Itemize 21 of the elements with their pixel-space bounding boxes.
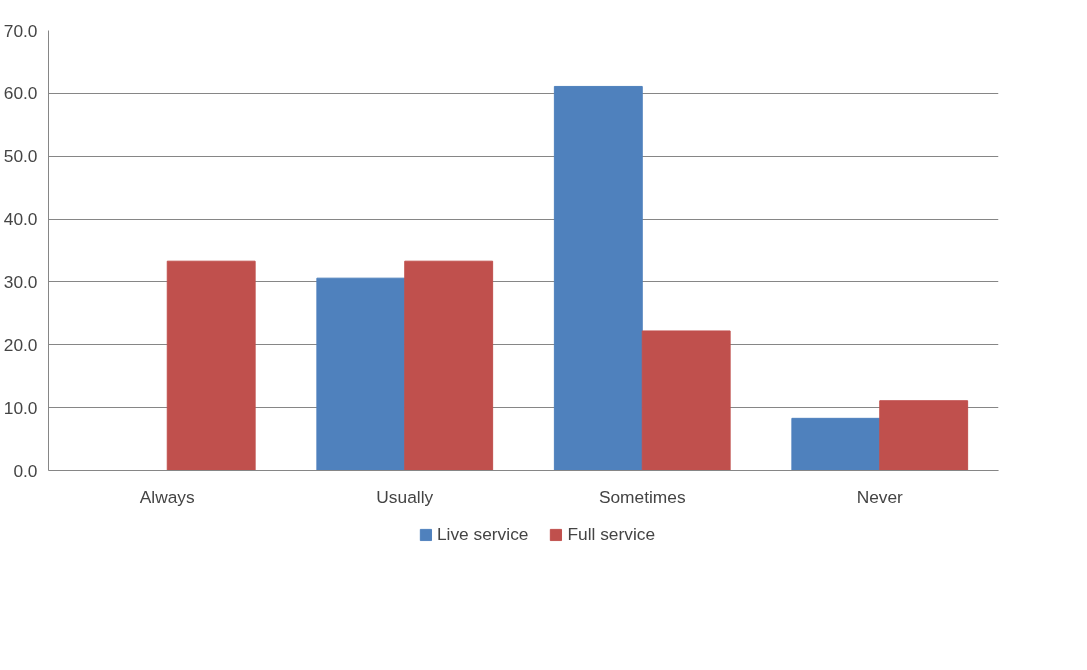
bar <box>641 330 731 471</box>
y-tick-label: 60.0 <box>3 83 38 104</box>
bar <box>316 277 406 471</box>
legend-label: Full service <box>567 523 656 545</box>
bar <box>553 85 643 471</box>
y-tick-label: 30.0 <box>3 271 38 292</box>
x-tick-label: Never <box>856 486 904 507</box>
y-tick-label: 0.0 <box>13 460 38 481</box>
y-tick-label: 20.0 <box>3 334 38 355</box>
bar <box>404 260 494 471</box>
y-tick-label: 40.0 <box>3 209 38 230</box>
legend-label: Live service <box>436 523 529 545</box>
x-tick-label: Usually <box>376 486 434 507</box>
bar <box>166 260 256 471</box>
y-tick-label: 10.0 <box>3 397 38 418</box>
y-tick-label: 70.0 <box>3 20 38 41</box>
bar <box>879 400 969 471</box>
x-tick-label: Always <box>139 486 196 507</box>
y-tick-label: 50.0 <box>3 146 38 167</box>
x-tick-label: Sometimes <box>598 486 686 507</box>
bar <box>791 417 881 471</box>
